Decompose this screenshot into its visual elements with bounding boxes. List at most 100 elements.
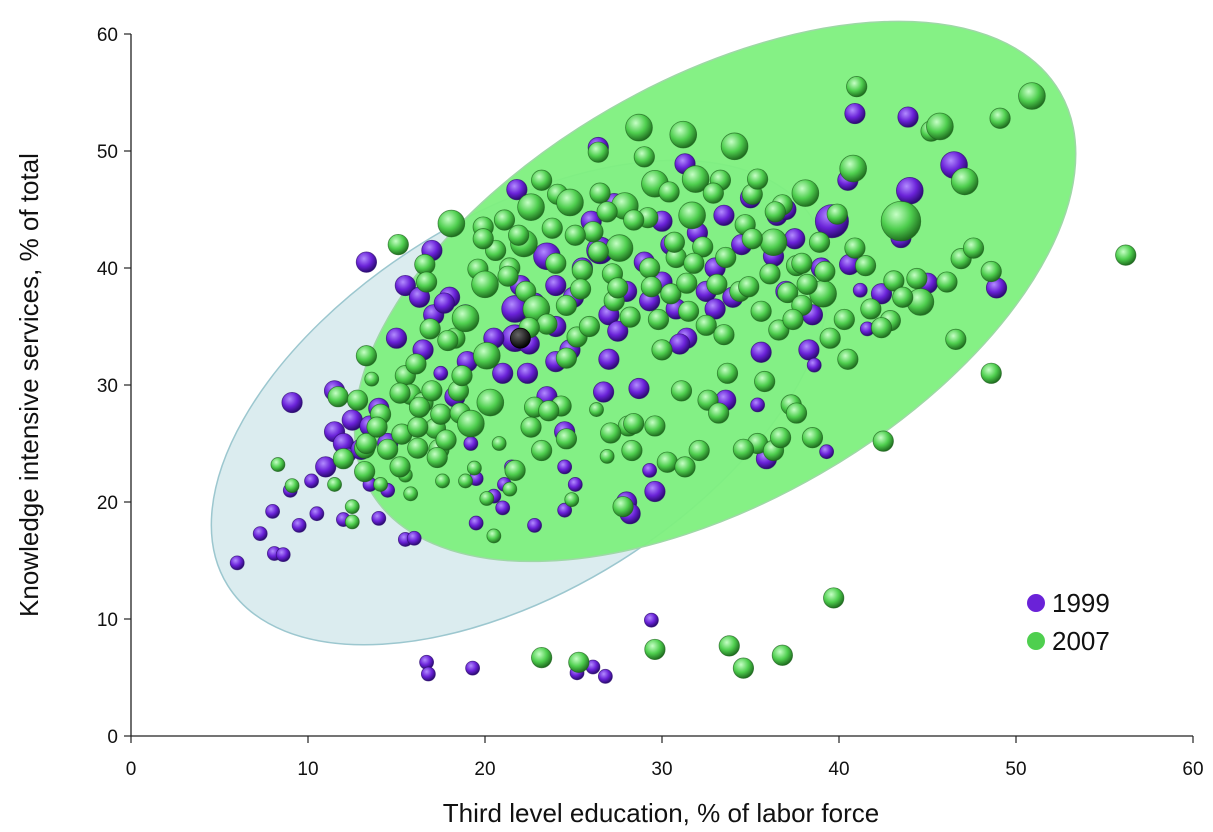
point-2007 (718, 635, 740, 657)
point-1999 (628, 377, 650, 400)
point-2007 (589, 402, 604, 417)
point-2007 (640, 276, 662, 298)
point-2007 (437, 329, 459, 352)
point-2007 (750, 300, 772, 322)
point-2007 (741, 228, 763, 250)
point-2007 (980, 362, 1002, 384)
point-2007 (344, 514, 360, 530)
point-2007 (373, 477, 388, 492)
point-2007 (421, 380, 443, 402)
point-2007 (746, 168, 769, 190)
point-1999 (355, 251, 378, 273)
point-1999 (557, 459, 573, 475)
point-2007 (715, 246, 737, 269)
y-axis-title: Knowledge intensive services, % of total (14, 153, 44, 617)
point-2007 (839, 154, 867, 183)
point-2007 (683, 252, 705, 274)
point-2007 (782, 308, 804, 331)
point-2007 (531, 647, 553, 669)
point-2007 (605, 234, 634, 262)
legend-marker-2007 (1027, 632, 1045, 650)
point-2007 (621, 439, 643, 462)
point-2007 (926, 112, 954, 141)
point-2007 (833, 308, 855, 331)
point-2007 (644, 638, 666, 661)
point-2007 (568, 651, 590, 673)
x-tick-label: 0 (126, 759, 137, 780)
point-2007 (426, 446, 448, 469)
point-2007 (508, 224, 530, 246)
point-1999 (669, 333, 691, 355)
point-2007 (670, 380, 693, 402)
point-2007 (472, 341, 501, 370)
y-tick-label: 10 (97, 610, 118, 631)
legend-marker-1999 (1027, 594, 1045, 612)
point-2007 (389, 382, 411, 404)
point-2007 (945, 328, 967, 350)
point-2007 (633, 146, 655, 168)
point-1999 (704, 298, 726, 320)
point-1999 (465, 660, 481, 676)
point-2007 (419, 318, 441, 340)
point-2007 (623, 209, 645, 231)
point-2007 (607, 277, 629, 299)
point-2007 (541, 217, 563, 239)
point-2007 (639, 257, 661, 279)
legend-label-2007: 2007 (1052, 626, 1110, 656)
point-2007 (476, 388, 505, 417)
point-2007 (656, 451, 678, 473)
point-2007 (344, 499, 360, 515)
y-tick-label: 40 (97, 259, 118, 280)
point-2007 (692, 236, 714, 258)
point-2007 (451, 365, 473, 387)
point-2007 (738, 276, 760, 298)
point-1999 (265, 503, 281, 519)
point-2007 (644, 415, 666, 437)
point-2007 (389, 456, 411, 478)
point-2007 (785, 402, 808, 424)
point-2007 (564, 224, 586, 246)
point-1999 (895, 176, 924, 205)
point-2007 (791, 179, 820, 207)
point-1999 (291, 518, 307, 533)
point-2007 (555, 294, 578, 317)
point-1999 (644, 480, 666, 503)
highlight-point (510, 327, 531, 349)
point-1999 (492, 362, 514, 384)
x-tick-label: 30 (651, 759, 672, 780)
point-2007 (364, 371, 380, 387)
point-2007 (791, 252, 813, 274)
point-2007 (457, 409, 485, 438)
point-1999 (229, 555, 245, 571)
point-2007 (769, 427, 792, 449)
point-1999 (567, 477, 583, 492)
point-1999 (341, 409, 363, 431)
point-2007 (872, 430, 894, 452)
point-1999 (598, 348, 620, 370)
point-2007 (387, 234, 409, 256)
point-2007 (837, 348, 859, 370)
x-tick-label: 20 (474, 759, 495, 780)
point-2007 (479, 491, 495, 506)
point-1999 (750, 341, 772, 363)
point-1999 (784, 228, 806, 250)
point-2007 (284, 478, 300, 494)
point-2007 (538, 400, 560, 422)
point-2007 (556, 188, 584, 217)
point-1999 (897, 106, 919, 128)
point-2007 (732, 657, 755, 679)
point-1999 (592, 381, 615, 403)
point-2007 (564, 492, 580, 508)
point-2007 (415, 271, 438, 293)
point-2007 (823, 587, 845, 609)
point-2007 (466, 460, 482, 476)
point-2007 (504, 459, 526, 482)
point-2007 (796, 273, 818, 295)
point-2007 (355, 345, 378, 367)
point-1999 (385, 327, 408, 349)
x-tick-label: 10 (297, 759, 318, 780)
point-1999 (557, 502, 573, 518)
point-2007 (531, 169, 553, 191)
point-2007 (589, 182, 611, 204)
point-2007 (520, 416, 542, 438)
